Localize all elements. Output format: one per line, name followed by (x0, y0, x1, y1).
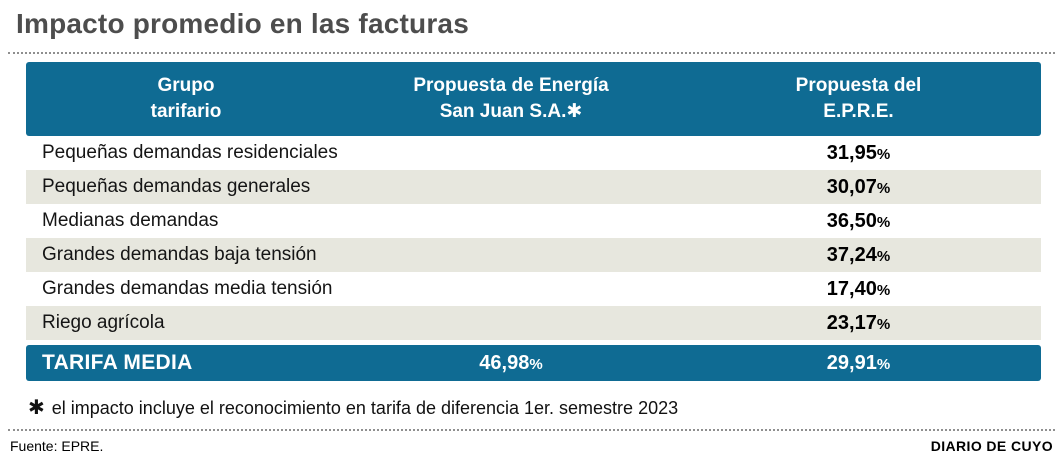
header-col-epre: Propuesta del E.P.R.E. (676, 62, 1041, 136)
table-header: Grupo tarifario Propuesta de Energía San… (26, 62, 1041, 136)
header-col-grupo-line1: Grupo (157, 74, 215, 96)
percent-sign: % (876, 281, 891, 299)
value-number: 30,07 (826, 175, 877, 198)
row-epre-value: 31,95% (676, 142, 1041, 165)
total-row: TARIFA MEDIA 46,98% 29,91% (26, 345, 1041, 381)
row-epre-value: 36,50% (676, 210, 1041, 233)
header-col-grupo-line2: tarifario (150, 100, 222, 122)
percent-sign: % (876, 355, 891, 373)
percent-sign: % (876, 179, 891, 197)
table-row: Medianas demandas 36,50% (26, 204, 1041, 238)
header-col-epre-line1: Propuesta del (795, 74, 922, 96)
bottom-divider (8, 429, 1055, 431)
footnote-text: el impacto incluye el reconocimiento en … (51, 398, 679, 418)
value-number: 29,91 (826, 351, 877, 374)
header-col-esj-line2: San Juan S.A.✱ (439, 100, 583, 122)
table-row: Grandes demandas baja tensión 37,24% (26, 238, 1041, 272)
total-esj-value: 46,98% (346, 352, 676, 375)
percent-sign: % (529, 355, 543, 373)
value-number: 17,40 (826, 277, 877, 300)
infographic: Impacto promedio en las facturas Grupo t… (8, 8, 1055, 420)
table-row: Pequeñas demandas residenciales 31,95% (26, 136, 1041, 170)
header-col-grupo: Grupo tarifario (26, 62, 346, 136)
header-col-epre-line2: E.P.R.E. (823, 100, 894, 122)
value-number: 46,98 (479, 351, 530, 374)
percent-sign: % (876, 145, 891, 163)
value-number: 36,50 (826, 209, 877, 232)
percent-sign: % (876, 247, 891, 265)
row-label: Pequeñas demandas residenciales (42, 142, 338, 163)
page-title: Impacto promedio en las facturas (16, 8, 469, 39)
footer-bar: Fuente: EPRE. DIARIO DE CUYO (10, 438, 1053, 454)
value-number: 37,24 (826, 243, 877, 266)
value-number: 23,17 (826, 311, 877, 334)
top-divider (8, 52, 1055, 54)
value-number: 31,95 (826, 141, 877, 164)
total-label: TARIFA MEDIA (42, 351, 193, 374)
source-credit: Fuente: EPRE. (10, 438, 104, 454)
header-col-esj-line1: Propuesta de Energía (413, 74, 609, 96)
percent-sign: % (876, 213, 891, 231)
row-label: Grandes demandas baja tensión (42, 244, 317, 265)
percent-sign: % (876, 315, 891, 333)
table-row: Riego agrícola 23,17% (26, 306, 1041, 340)
row-label: Medianas demandas (42, 210, 219, 231)
table-row: Grandes demandas media tensión 17,40% (26, 272, 1041, 306)
footnote: ✱ el impacto incluye el reconocimiento en… (28, 395, 1051, 420)
row-label: Grandes demandas media tensión (42, 278, 333, 299)
total-epre-value: 29,91% (676, 352, 1041, 375)
row-epre-value: 37,24% (676, 244, 1041, 267)
row-epre-value: 23,17% (676, 312, 1041, 335)
row-epre-value: 30,07% (676, 176, 1041, 199)
row-label: Pequeñas demandas generales (42, 176, 311, 197)
table-row: Pequeñas demandas generales 30,07% (26, 170, 1041, 204)
tariff-table: Grupo tarifario Propuesta de Energía San… (26, 62, 1041, 381)
row-label: Riego agrícola (42, 312, 165, 333)
publisher-credit: DIARIO DE CUYO (930, 438, 1053, 454)
asterisk-icon: ✱ (28, 397, 45, 419)
row-epre-value: 17,40% (676, 278, 1041, 301)
header-col-energia-san-juan: Propuesta de Energía San Juan S.A.✱ (346, 62, 676, 136)
